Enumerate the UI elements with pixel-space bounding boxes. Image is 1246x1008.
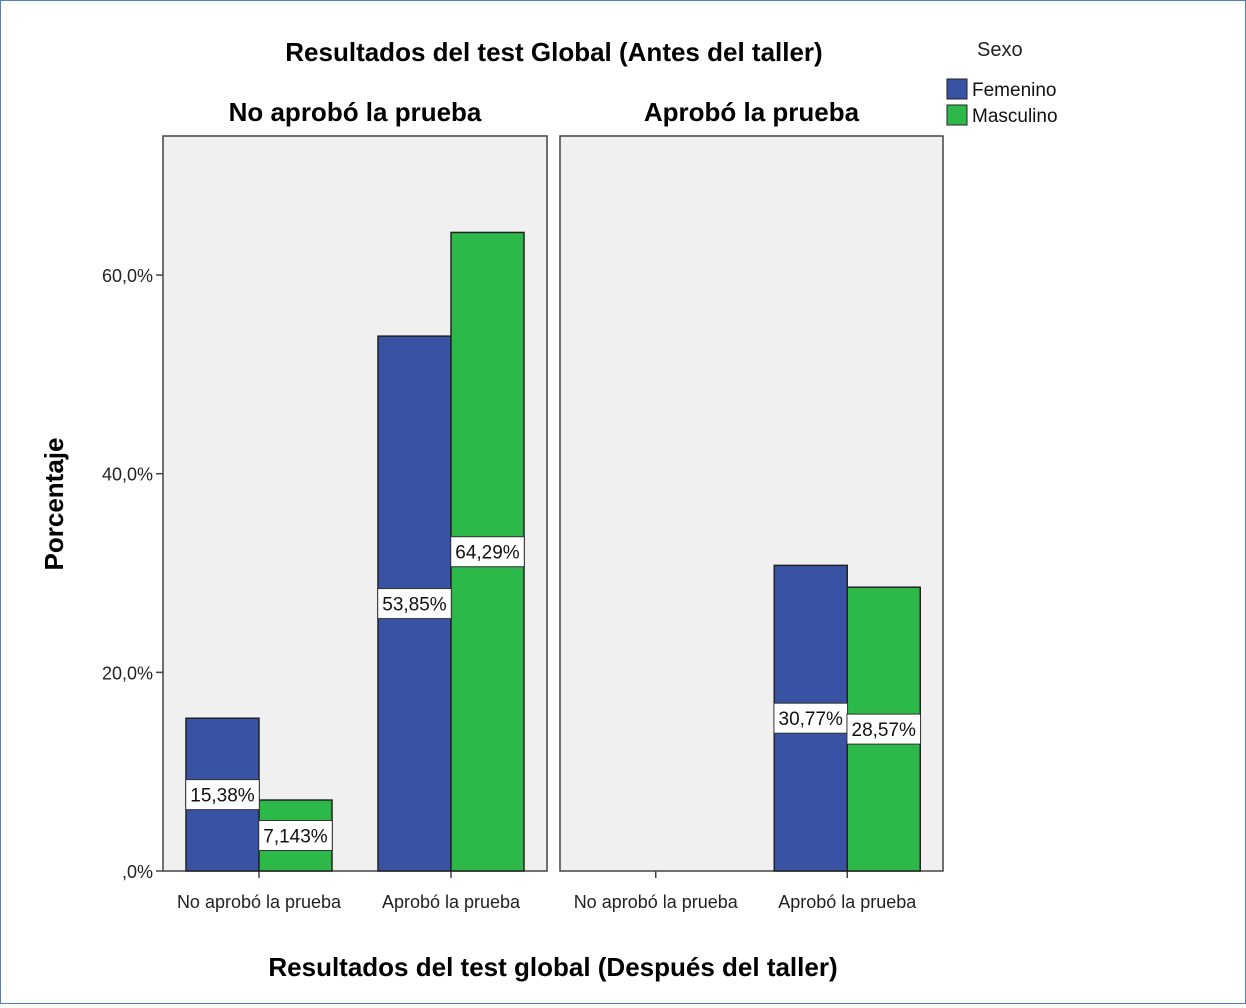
legend-title: Sexo — [977, 39, 1023, 61]
y-axis-title: Porcentaje — [39, 438, 69, 571]
x-axis-title: Resultados del test global (Después del … — [268, 952, 837, 982]
data-label: 64,29% — [455, 543, 520, 564]
x-tick-label: Aprobó la prueba — [778, 892, 917, 912]
panel-title: No aprobó la prueba — [229, 97, 482, 127]
data-label-box — [377, 588, 452, 620]
y-tick-label: 20,0% — [102, 663, 153, 683]
data-label: 7,143% — [263, 827, 328, 848]
data-label-box — [258, 820, 333, 852]
data-label-box — [846, 713, 922, 745]
data-label: 30,77% — [779, 709, 844, 730]
x-tick-label: No aprobó la prueba — [177, 892, 342, 912]
x-tick-label: Aprobó la prueba — [382, 892, 521, 912]
data-label: 53,85% — [382, 595, 447, 616]
legend-swatch — [946, 78, 968, 100]
data-label-box — [185, 779, 260, 811]
legend: Femenino Masculino — [946, 78, 1058, 127]
data-label-box — [450, 536, 525, 568]
y-axis: ,0% 20,0% 40,0% 60,0% — [102, 266, 163, 882]
y-tick-label: 40,0% — [102, 465, 153, 485]
data-label-box — [773, 702, 849, 734]
data-label: 15,38% — [190, 786, 255, 807]
legend-label: Masculino — [972, 106, 1058, 127]
data-label: 28,57% — [852, 720, 917, 741]
y-tick-label: 60,0% — [102, 266, 153, 286]
panel-title: Aprobó la prueba — [644, 97, 860, 127]
legend-swatch — [946, 104, 968, 126]
x-tick-label: No aprobó la prueba — [574, 892, 739, 912]
legend-label: Femenino — [972, 80, 1057, 101]
chart-panels: No aprobó la prueba No aprobó la prueba 15… — [162, 97, 944, 912]
y-tick-label: ,0% — [122, 862, 153, 882]
chart-title: Resultados del test Global (Antes del ta… — [285, 37, 822, 67]
